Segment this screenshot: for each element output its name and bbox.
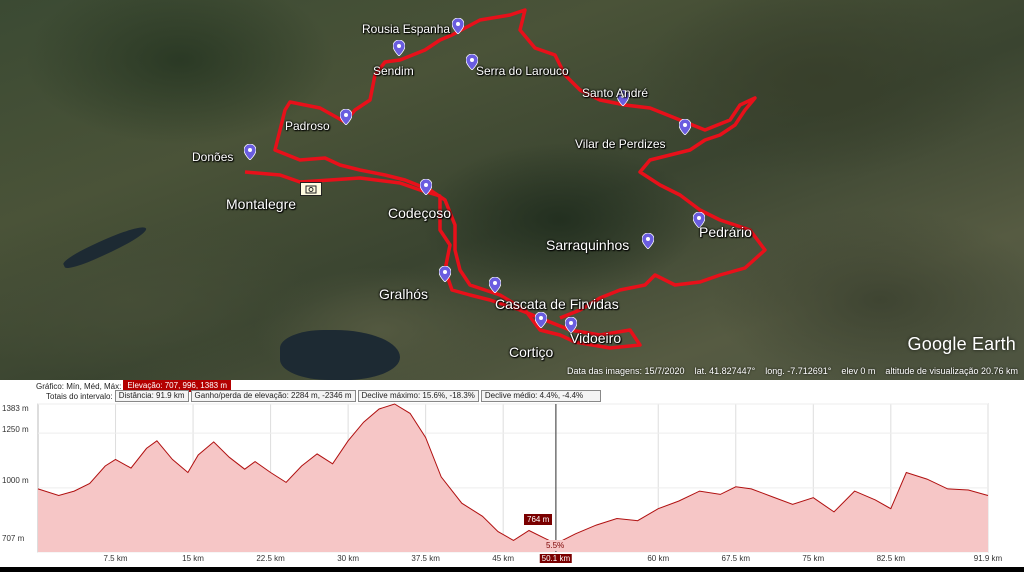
place-label: Rousia Espanha bbox=[362, 22, 451, 36]
x-tick-label: 67.5 km bbox=[721, 554, 750, 563]
pin-icon bbox=[693, 212, 705, 228]
pin-icon bbox=[420, 179, 432, 195]
eye-altitude-readout: altitude de visualização 20.76 km bbox=[885, 366, 1018, 376]
pin-icon bbox=[535, 312, 547, 328]
x-tick-label: 15 km bbox=[182, 554, 204, 563]
elevation-area bbox=[38, 404, 988, 552]
pin-icon bbox=[565, 317, 577, 333]
x-tick-label: 7.5 km bbox=[103, 554, 128, 563]
x-tick-label: 50.1 km bbox=[539, 554, 573, 563]
route-track bbox=[244, 8, 767, 350]
x-tick-label: 30 km bbox=[337, 554, 360, 563]
x-tick-label: 75 km bbox=[802, 554, 825, 563]
pin-icon bbox=[642, 233, 654, 249]
elevation-chart[interactable]: 1383 m 1250 m 1000 m 707 m 7.5 km 15 km 22… bbox=[0, 400, 1024, 567]
place-label: Sendim bbox=[373, 64, 414, 78]
pin-icon bbox=[244, 144, 256, 160]
place-label: Vidoeiro bbox=[570, 330, 622, 346]
totals-label: Totais do intervalo: bbox=[46, 391, 113, 401]
reservoir-water bbox=[280, 330, 400, 380]
close-icon[interactable]: ✕ bbox=[1008, 379, 1020, 394]
place-label: Sarraquinhos bbox=[546, 237, 630, 253]
google-earth-logo: Google Earth bbox=[907, 334, 1016, 354]
place-label: Cortiço bbox=[509, 344, 554, 360]
place-label: Gralhós bbox=[379, 286, 429, 302]
pin-icon bbox=[452, 18, 464, 34]
elevation-chart-svg[interactable] bbox=[0, 400, 1024, 567]
avg-slope-box: Declive médio: 4.4%, -4.4% bbox=[480, 390, 601, 402]
x-tick-label: 91.9 km bbox=[973, 554, 1003, 563]
cursor-elevation-label: 764 m bbox=[524, 514, 553, 525]
place-label: Donões bbox=[192, 150, 234, 164]
graph-label: Gráfico: Mín, Méd, Máx: bbox=[36, 381, 122, 391]
map-view[interactable]: Rousia Espanha Sendim Serra do Larouco S… bbox=[0, 0, 1024, 380]
status-bar: Data das imagens: 15/7/2020 lat. 41.8274… bbox=[0, 362, 1024, 380]
cursor-slope-label: 5.5% bbox=[543, 540, 568, 551]
elevation-line bbox=[37, 403, 989, 545]
place-label: Padroso bbox=[285, 119, 330, 133]
pin-icon bbox=[340, 109, 352, 125]
x-tick-label: 22.5 km bbox=[256, 554, 285, 563]
pin-icon bbox=[439, 266, 451, 282]
pin-icon bbox=[679, 119, 691, 135]
pin-icon bbox=[617, 90, 629, 106]
x-tick-label: 37.5 km bbox=[411, 554, 440, 563]
imagery-date: Data das imagens: 15/7/2020 bbox=[566, 366, 685, 376]
max-slope-box: Declive máximo: 15.6%, -18.3% bbox=[357, 390, 479, 402]
place-label: Pedrário bbox=[699, 224, 752, 240]
place-label: Codeçoso bbox=[388, 205, 452, 221]
x-tick-label: 82.5 km bbox=[876, 554, 906, 563]
place-label: Montalegre bbox=[226, 196, 297, 212]
x-tick-label: 45 km bbox=[492, 554, 515, 563]
place-label: Serra do Larouco bbox=[476, 64, 569, 78]
y-tick-label: 1383 m bbox=[2, 404, 29, 413]
elevation-readout: elev 0 m bbox=[841, 366, 876, 376]
place-label: Santo André bbox=[582, 86, 649, 100]
place-label: Vilar de Perdizes bbox=[575, 137, 666, 151]
distance-box: Distância: 91.9 km bbox=[114, 390, 189, 402]
gain-loss-box: Ganho/perda de elevação: 2284 m, -2346 m bbox=[190, 390, 356, 402]
profile-header-row-2: Totais do intervalo: Distância: 91.9 km … bbox=[0, 390, 601, 402]
place-label: Cascata de Firvidas bbox=[495, 296, 619, 312]
y-tick-label: 1000 m bbox=[2, 476, 29, 485]
longitude-readout: long. -7.712691° bbox=[765, 366, 832, 376]
camera-icon bbox=[300, 182, 322, 196]
x-tick-label: 60 km bbox=[647, 554, 670, 563]
pin-icon bbox=[466, 54, 478, 70]
pin-icon bbox=[489, 277, 501, 293]
y-tick-label: 707 m bbox=[2, 534, 25, 543]
latitude-readout: lat. 41.827447° bbox=[694, 366, 756, 376]
y-tick-label: 1250 m bbox=[2, 425, 29, 434]
pin-icon bbox=[393, 40, 405, 56]
